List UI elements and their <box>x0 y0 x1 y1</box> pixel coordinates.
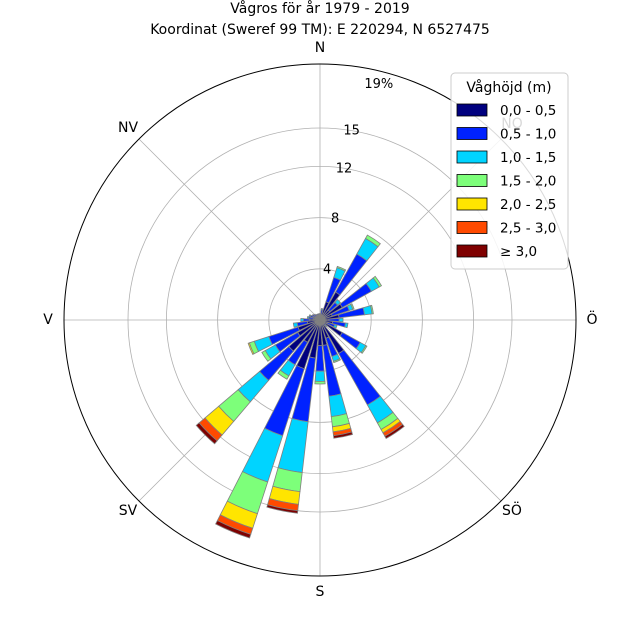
rose-bar-segment <box>369 304 374 315</box>
rose-bars <box>195 234 405 539</box>
legend-entry-label: 2,0 - 2,5 <box>500 197 556 213</box>
rose-bar-segment <box>314 370 326 382</box>
rose-bar-segment <box>328 393 348 418</box>
chart-subtitle: Koordinat (Sweref 99 TM): E 220294, N 65… <box>150 22 490 38</box>
ring-tick-label: 19% <box>364 77 393 92</box>
legend-swatch <box>456 127 488 140</box>
rose-bar-segment <box>344 322 349 329</box>
chart-title: Vågros för år 1979 - 2019 <box>230 0 409 17</box>
ring-tick-label: 4 <box>323 262 331 277</box>
direction-label: N <box>315 40 325 56</box>
rose-bar-segment <box>320 308 324 311</box>
rose-bar-segment <box>364 234 381 248</box>
rose-bar-segment <box>334 298 342 306</box>
ring-tick-label: 12 <box>336 161 353 176</box>
legend-swatch <box>456 221 488 234</box>
rose-bar-segment <box>360 345 368 354</box>
rose-bar-segment <box>313 313 318 318</box>
rose-bar-segment <box>338 349 381 406</box>
rose-bar-segment <box>314 380 326 385</box>
legend-title: Våghöjd (m) <box>466 79 551 96</box>
rose-bar-segment <box>333 324 338 329</box>
direction-label: SÖ <box>502 501 522 519</box>
rose-bar-segment <box>266 504 299 514</box>
rose-bar-segment <box>300 318 304 322</box>
grid-spoke <box>319 319 502 502</box>
rose-bar-segment <box>308 314 312 318</box>
direction-label: V <box>43 312 53 328</box>
rose-bar-segment <box>336 265 347 272</box>
rose-bar-segment <box>338 317 344 323</box>
legend-swatch <box>456 174 488 187</box>
legend: Våghöjd (m) 0,0 - 0,5 0,5 - 1,0 1,0 - 1,5 1… <box>450 72 569 270</box>
legend-swatch <box>456 197 488 211</box>
rose-bar-segment <box>306 316 310 320</box>
rose-bar-segment <box>315 345 325 372</box>
rose-bar-segment <box>195 422 218 445</box>
rose-bar-segment <box>261 350 272 362</box>
direction-label: NV <box>118 120 138 136</box>
direction-label: Ö <box>586 310 597 328</box>
grid-spoke <box>138 138 321 321</box>
rose-bar-segment <box>372 275 383 288</box>
legend-entry-label: 1,0 - 1,5 <box>500 150 556 166</box>
direction-label: SV <box>119 503 138 519</box>
rose-bar-segment <box>215 520 252 539</box>
rose-bar-segment <box>333 431 354 439</box>
rose-bar-segment <box>277 369 290 380</box>
legend-entry-label: 0,0 - 0,5 <box>500 103 556 119</box>
polar-grid <box>63 63 577 577</box>
rose-bar-segment <box>311 313 317 319</box>
ring-tick-label: 15 <box>343 124 360 139</box>
rose-bar-segment <box>332 358 341 364</box>
legend-swatch <box>456 244 488 258</box>
legend-swatch <box>456 150 488 164</box>
legend-swatch <box>456 103 488 117</box>
legend-box <box>450 72 569 270</box>
ring-tick-label: 8 <box>331 212 339 227</box>
direction-label: S <box>316 584 325 600</box>
outer-ring <box>63 63 577 577</box>
rose-bar-segment <box>317 313 320 317</box>
legend-entries: 0,0 - 0,5 0,5 - 1,0 1,0 - 1,5 1,5 - 2,0 2,0 … <box>456 103 556 260</box>
legend-entry-label: 0,5 - 1,0 <box>500 127 556 143</box>
legend-entry-label: 1,5 - 2,0 <box>500 174 556 190</box>
rose-bar-segment <box>384 423 405 440</box>
rose-bar-segment <box>350 303 355 310</box>
rose-bar-segment <box>339 331 361 350</box>
rose-bar-segment <box>247 342 255 355</box>
legend-entry-label: ≥ 3,0 <box>500 244 537 260</box>
legend-entry-label: 2,5 - 3,0 <box>500 221 556 237</box>
rose-bar-segment <box>292 322 299 328</box>
